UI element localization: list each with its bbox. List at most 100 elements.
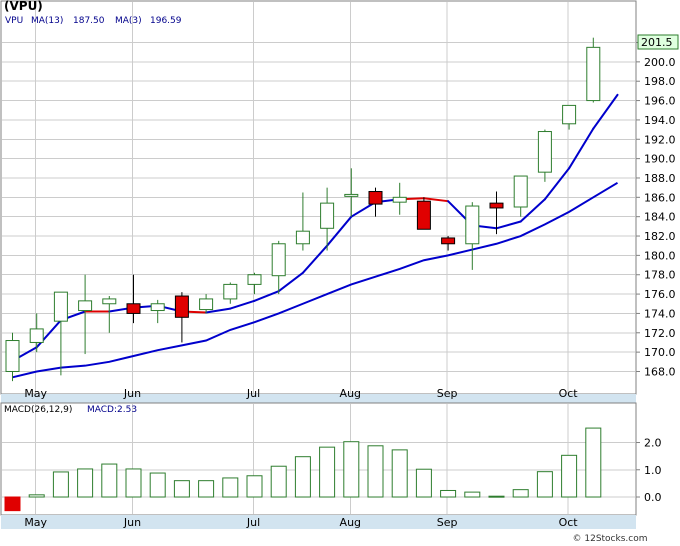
candle <box>271 240 286 295</box>
chart-title: (VPU) <box>4 0 43 13</box>
candle-body-up <box>344 193 359 197</box>
candle-body-down <box>126 303 141 314</box>
macd-bar <box>77 468 94 498</box>
ma3-segment <box>519 198 546 223</box>
candle <box>562 104 577 130</box>
price-month-label: Jul <box>246 387 260 400</box>
month-label: Sep <box>437 516 458 529</box>
price-tick-label: 198.0 <box>644 75 676 88</box>
ma3-segment <box>422 197 450 203</box>
month-label: May <box>24 516 47 529</box>
candle-body-up <box>223 283 238 300</box>
price-tick-label: 182.0 <box>644 230 676 243</box>
candle-body-up <box>513 175 528 208</box>
candle <box>53 291 68 376</box>
month-label: Jul <box>246 516 260 529</box>
price-tick-label: 184.0 <box>644 211 676 224</box>
candle <box>537 129 552 182</box>
price-month-label: Aug <box>340 387 361 400</box>
candle <box>199 294 214 314</box>
macd-bar <box>222 477 239 498</box>
candle <box>223 282 238 304</box>
price-tick-label: 176.0 <box>644 288 676 301</box>
price-month-label: Sep <box>437 387 458 400</box>
ma3-segment <box>326 215 353 247</box>
macd-bar <box>367 445 384 498</box>
candle <box>513 175 528 217</box>
price-gridlines <box>2 2 635 393</box>
macd-bar <box>28 494 45 498</box>
macd-bar <box>198 480 215 498</box>
macd-bar <box>391 449 408 498</box>
candle-body-up <box>199 298 214 311</box>
price-month-label: Jun <box>123 387 141 400</box>
macd-bar <box>294 456 311 498</box>
candle-body-up <box>53 291 68 322</box>
macd-value-label: MACD:2.53 <box>87 405 137 415</box>
candle-body-up <box>320 202 335 229</box>
macd-histogram <box>4 427 602 512</box>
price-tick-label: 194.0 <box>644 114 676 127</box>
price-tick-label: 172.0 <box>644 327 676 340</box>
candle <box>320 187 335 251</box>
candle-body-up <box>247 274 262 285</box>
legend-ma3-value: 196.59 <box>150 16 182 26</box>
macd-bar-negative <box>4 496 21 512</box>
macd-bar <box>343 441 360 498</box>
ma13-line <box>12 181 619 379</box>
macd-bar <box>319 446 336 498</box>
legend-symbol: VPU <box>5 16 23 26</box>
month-label: Oct <box>559 516 579 529</box>
price-month-label: Oct <box>559 387 579 400</box>
price-tick-label: 178.0 <box>644 269 676 282</box>
ma3-segment <box>253 290 280 302</box>
candle <box>29 313 44 353</box>
price-month-label: May <box>24 387 47 400</box>
month-label: Jun <box>123 516 141 529</box>
macd-bar <box>488 495 505 498</box>
last-price-label: 201.5 <box>641 36 673 49</box>
price-month-band <box>1 394 636 404</box>
candle-body-up <box>29 328 44 343</box>
price-tick-label: 170.0 <box>644 346 676 359</box>
candle-body-down <box>489 202 504 209</box>
x-axis-months: May Jun Jul Aug Sep Oct May Jun Jul Aug Sep Oct <box>24 387 578 529</box>
ma3-segment <box>229 299 256 310</box>
candle <box>392 182 407 215</box>
candle <box>5 332 20 382</box>
price-tick-label: 174.0 <box>644 307 676 320</box>
candle-body-down <box>441 237 456 245</box>
macd-bar <box>536 471 553 498</box>
candle-body-up <box>78 300 93 312</box>
macd-bar <box>440 489 457 498</box>
candle-body-up <box>295 230 310 245</box>
macd-bar <box>101 463 118 498</box>
candle <box>102 296 117 333</box>
candle-body-down <box>416 200 431 230</box>
candle-body-up <box>271 243 286 277</box>
ma3-segment <box>592 93 619 130</box>
candle <box>247 272 262 295</box>
candle-body-down <box>174 295 189 318</box>
price-y-axis: 168.0 170.0 172.0 174.0 176.0 178.0 180.0 182.0… <box>636 37 676 378</box>
macd-bar <box>585 427 602 498</box>
ma3-segment <box>205 307 232 314</box>
macd-panel-frame <box>0 402 637 516</box>
macd-tick-label: 0.0 <box>644 491 662 504</box>
macd-bar <box>173 480 190 498</box>
macd-tick-label: 1.0 <box>644 464 662 477</box>
legend-ma3-label: MA(3) <box>115 16 142 26</box>
macd-label: MACD(26,12,9) <box>4 405 72 415</box>
candle-body-up <box>150 303 165 312</box>
price-tick-label: 168.0 <box>644 365 676 378</box>
candle-body-up <box>465 205 480 245</box>
macd-bar <box>561 454 578 498</box>
candle <box>295 192 310 251</box>
ma3-segment <box>568 127 595 170</box>
legend-ma13-label: MA(13) <box>31 16 63 26</box>
candle <box>344 168 359 217</box>
candle <box>126 274 141 324</box>
price-tick-label: 188.0 <box>644 172 676 185</box>
candle <box>174 292 189 343</box>
